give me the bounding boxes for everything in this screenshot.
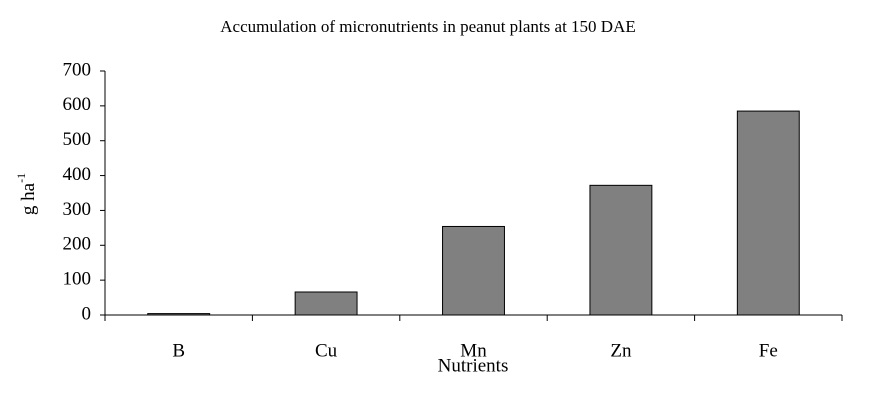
x-tick-label: Fe: [759, 340, 778, 361]
bar: [589, 184, 653, 316]
y-axis-label-superscript: -1: [14, 173, 28, 183]
bar: [147, 313, 211, 316]
bar: [294, 291, 358, 316]
y-tick-label: 0: [82, 303, 92, 324]
y-tick-label: 700: [63, 59, 92, 80]
y-tick-label: 100: [63, 269, 92, 290]
bar: [442, 225, 505, 316]
y-axis-label-text: g ha: [18, 182, 39, 215]
x-tick-label: B: [172, 340, 185, 361]
y-tick-label: 400: [63, 164, 92, 185]
y-tick-label: 200: [63, 234, 92, 255]
chart-title: Accumulation of micronutrients in peanut…: [220, 17, 635, 36]
x-tick-label: Cu: [315, 340, 338, 361]
bar: [736, 110, 800, 316]
x-axis-label: Nutrients: [438, 355, 509, 376]
y-tick-label: 500: [63, 129, 92, 150]
x-tick-label: Mn: [460, 340, 487, 361]
y-tick-label: 300: [63, 199, 92, 220]
x-tick-label: Zn: [610, 340, 632, 361]
y-tick-label: 600: [63, 94, 92, 115]
y-axis-label: g ha-1: [14, 173, 40, 215]
